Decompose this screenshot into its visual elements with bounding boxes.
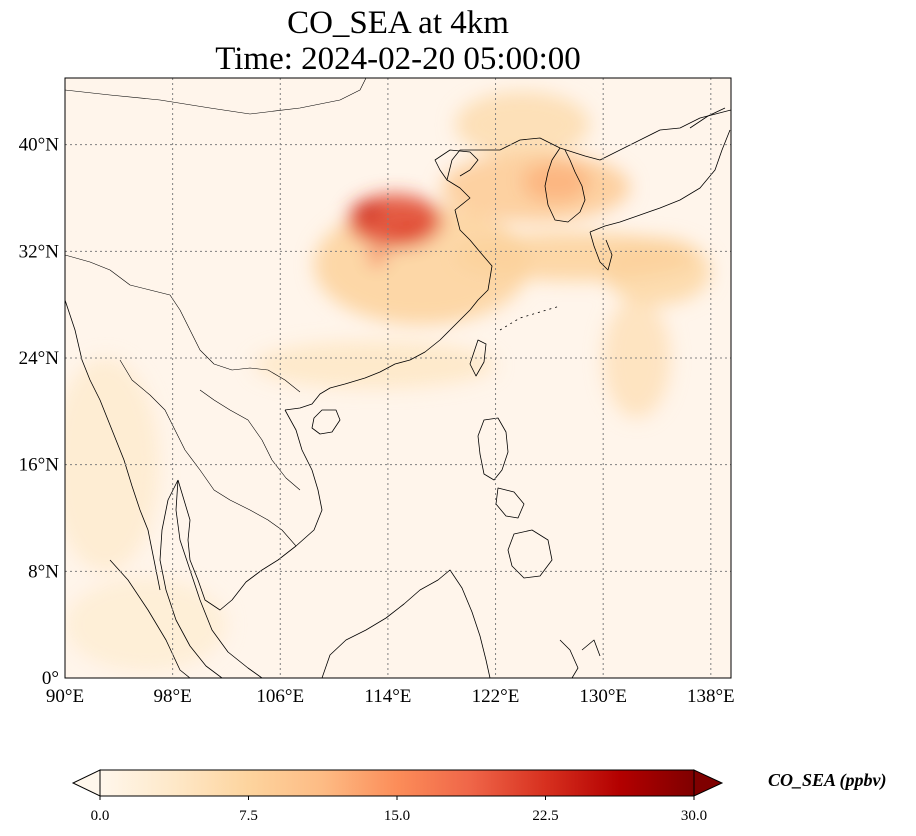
colorbar: 0.0 7.5 15.0 22.5 30.0 [71,769,724,824]
malay-west-coast [159,479,223,678]
hokkaido-coastline [689,107,726,129]
taiwan-coastline [469,339,487,377]
colorbar-tick-label: 0.0 [91,808,110,824]
plume-north-china-core [347,194,442,248]
plume-yellow-sea-to-japan [455,232,698,281]
graticule [65,78,731,678]
plume-north-china-spot-2 [391,223,425,240]
latitude-tick-label: 24°N [19,348,60,369]
plume-north-china-spot-3 [367,251,387,265]
colorbar-label: CO_SEA (ppbv) [768,770,887,790]
sumatra-coastline [109,559,191,678]
sulawesi-coastline [559,639,601,678]
latitude-tick-label: 32°N [19,241,60,262]
colorbar-tick-label: 15.0 [384,808,410,824]
hainan-coastline [311,409,341,435]
coastlines-and-borders [65,78,731,678]
plume-tropical-west [65,578,227,672]
colorbar-extend-max [693,769,724,797]
mindanao-coastline [507,529,553,579]
indochina-coastline [177,409,323,611]
bohai-coastline [434,149,479,181]
latitude-tick-label: 40°N [19,135,60,156]
longitude-tick-label: 90°E [46,686,84,707]
latitude-tick-label: 0° [42,668,59,689]
map-title: CO_SEA at 4km [287,5,509,41]
colorbar-tick-label: 22.5 [532,808,558,824]
colorbar-extend-min [71,769,101,797]
latitude-ticks: 0° 8°N 16°N 24°N 32°N 40°N [19,135,60,689]
longitude-tick-label: 106°E [256,686,304,707]
latitude-tick-label: 8°N [28,561,59,582]
colorbar-tick-label: 7.5 [239,808,258,824]
korea-coastline [544,147,586,223]
plume-korea-core [522,162,590,202]
colorbar-tick-label: 30.0 [681,808,707,824]
japan-coastline [589,129,731,233]
colorbar-body [99,769,695,797]
plume-south-china-coast [253,340,496,389]
myanmar-coastline [65,299,161,591]
plume-manchuria [455,91,590,158]
plume-indochina-west [65,358,160,572]
inland-border-4 [65,78,367,115]
luzon-coastline [477,417,509,481]
inland-border-3 [199,389,301,491]
longitude-tick-label: 130°E [579,686,627,707]
kyushu-coastline [589,231,613,271]
borneo-coastline [321,569,491,678]
latitude-tick-label: 16°N [19,455,60,476]
china-coastline [284,109,731,411]
inland-border-1 [65,254,301,393]
plume-north-china-spot-1 [354,203,382,220]
map-subtitle-time: Time: 2024-02-20 05:00:00 [215,41,581,77]
longitude-tick-label: 114°E [364,686,411,707]
co-concentration-field [65,91,711,672]
longitude-ticks: 90°E 98°E 106°E 114°E 122°E 130°E 138°E [46,686,735,707]
longitude-tick-label: 122°E [472,686,520,707]
malay-peninsula-coastline [175,479,263,678]
longitude-tick-label: 98°E [154,686,192,707]
map-frame [64,77,732,679]
longitude-tick-label: 138°E [687,686,735,707]
colorbar-ticks: 0.0 7.5 15.0 22.5 30.0 [91,796,707,824]
ryukyu-islands [499,305,561,331]
inland-border-2 [119,359,297,547]
